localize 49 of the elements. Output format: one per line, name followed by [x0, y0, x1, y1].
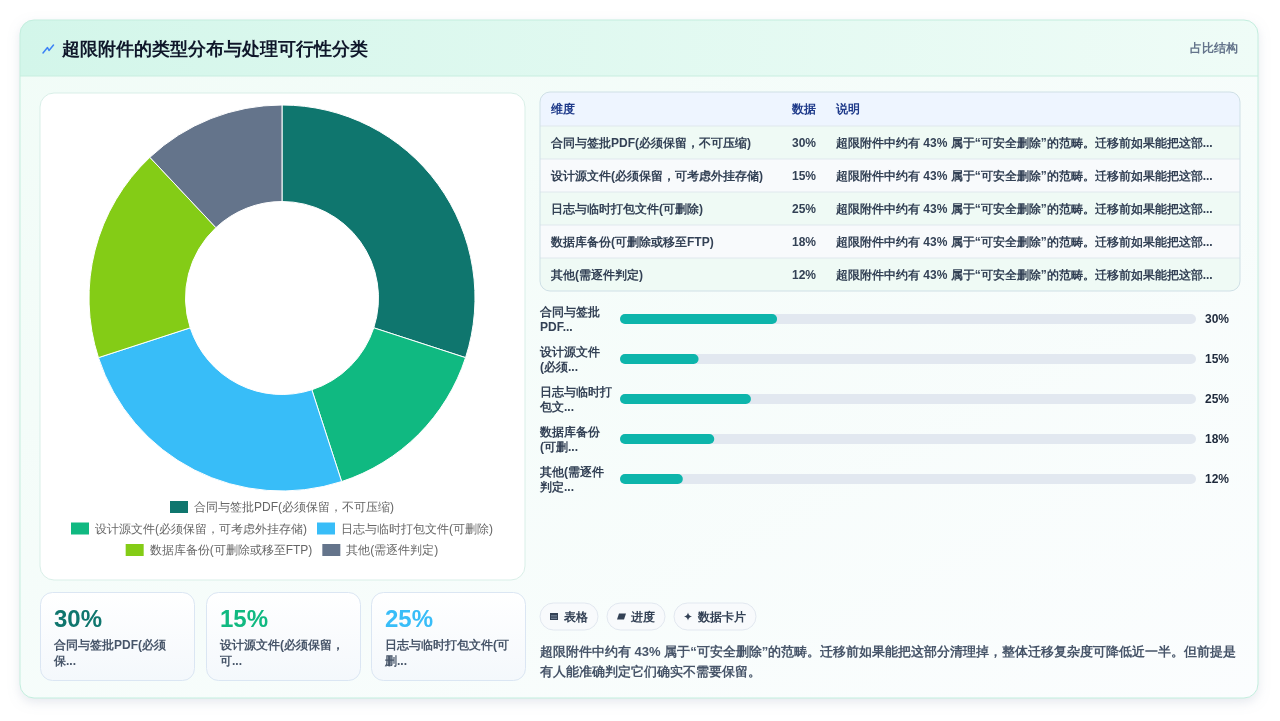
category-label: 进度	[630, 609, 655, 624]
category-label: 设计源文件(必须保留，可...	[219, 638, 344, 668]
text: 18%	[792, 234, 817, 249]
category-label: 说明	[835, 102, 860, 116]
text: 数据库备份(可删除或移至FTP)	[551, 234, 714, 249]
text: 超限附件中约有 43% 属于“可安全删除”的范畴。迁移前如果能把这部...	[836, 267, 1213, 282]
text: 25%	[792, 201, 817, 216]
y-tick-label: 日志与临时打包文...	[539, 384, 612, 414]
data-label: 25%	[1205, 392, 1230, 406]
legend-label: 其他(需逐件判定)	[346, 543, 439, 557]
text: 超限附件中约有 43% 属于“可安全删除”的范畴。迁移前如果能把这部...	[836, 135, 1213, 150]
category-label: 合同与签批PDF(必须保...	[53, 638, 167, 668]
y-tick-label: 其他(需逐件判定...	[539, 464, 604, 494]
bar	[620, 434, 715, 444]
category-label: 维度	[550, 102, 575, 116]
text: 其他(需逐件判定)	[551, 267, 643, 282]
text: 超限附件中约有 43% 属于“可安全删除”的范畴。迁移前如果能把这部...	[836, 201, 1213, 216]
data-label: 15%	[1205, 352, 1230, 366]
y-tick-label: 合同与签批PDF...	[539, 304, 600, 334]
category-label: 表格	[563, 609, 589, 624]
category-label: 日志与临时打包文件(可删...	[384, 638, 509, 668]
text: 超限附件中约有 43% 属于“可安全删除”的范畴。迁移前如果能把这部...	[836, 168, 1213, 183]
bar	[620, 354, 699, 364]
legend-label: 数据库备份(可删除或移至FTP)	[149, 543, 313, 557]
text: 设计源文件(必须保留，可考虑外挂存储)	[551, 168, 763, 183]
legend-label: 设计源文件(必须保留，可考虑外挂存储)	[95, 521, 308, 536]
text: 15%	[792, 168, 817, 183]
chart-title: 超限附件的类型分布与处理可行性分类	[61, 39, 368, 59]
legend-label: 日志与临时打包文件(可删除)	[341, 521, 493, 536]
text: 占比结构	[1190, 41, 1238, 55]
text: 超限附件中约有 43% 属于“可安全删除”的范畴。迁移前如果能把这部分清理掉，整体迁移复杂度可降低近一半。但前提是有人能准确判定它们确实不需要保留。	[539, 643, 1237, 679]
text: 12%	[792, 267, 817, 282]
data-label: 30%	[54, 604, 103, 632]
bar	[620, 394, 751, 404]
text: 日志与临时打包文件(可删除)	[551, 201, 703, 216]
legend-label: 合同与签批PDF(必须保留，不可压缩)	[194, 500, 394, 514]
y-tick-label: 数据库备份(可删...	[539, 424, 601, 454]
text: 超限附件中约有 43% 属于“可安全删除”的范畴。迁移前如果能把这部...	[836, 234, 1213, 249]
text: 合同与签批PDF(必须保留，不可压缩)	[551, 135, 751, 150]
y-tick-label: 设计源文件(必须...	[539, 344, 600, 374]
data-label: 25%	[385, 604, 434, 632]
category-label: 数据	[791, 102, 816, 116]
category-label: 数据卡片	[697, 609, 746, 624]
text: 30%	[792, 135, 817, 150]
bar	[620, 474, 683, 484]
data-label: 15%	[220, 604, 269, 632]
data-label: 12%	[1205, 472, 1230, 486]
data-label: 18%	[1205, 432, 1230, 446]
data-label: 30%	[1205, 312, 1230, 326]
